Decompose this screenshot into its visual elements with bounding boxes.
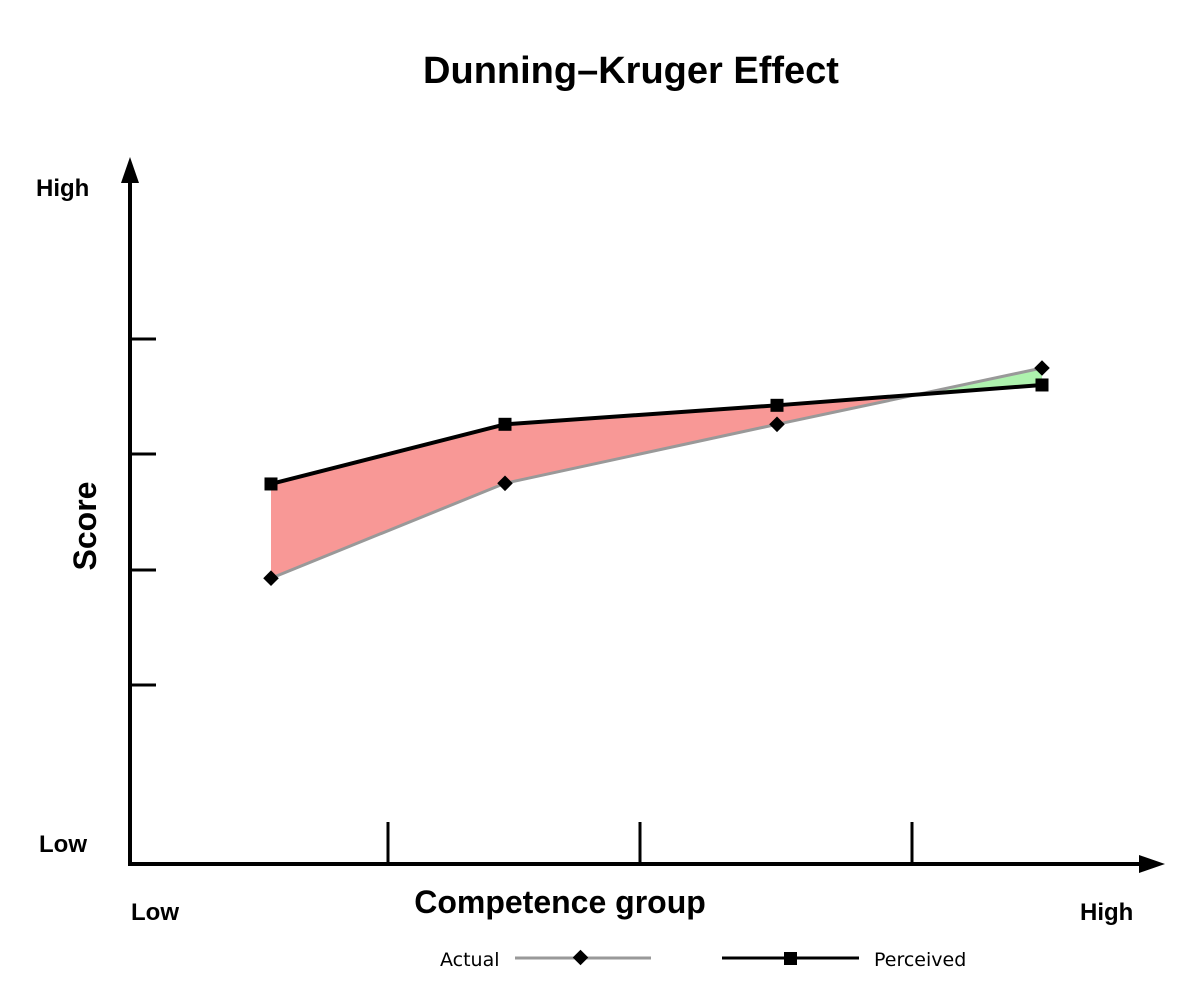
chart-title: Dunning–Kruger Effect (423, 50, 839, 92)
point-perceived (770, 398, 784, 412)
y-high-label: High (36, 175, 89, 202)
x-axis-label: Competence group (414, 884, 706, 920)
point-perceived (1035, 378, 1049, 392)
gap-fill (505, 405, 777, 484)
series-line-perceived (270, 382, 1043, 486)
x-low-label: Low (131, 899, 179, 926)
legend: Actual Perceived (440, 949, 966, 971)
y-axis-label: Score (67, 482, 103, 571)
point-perceived (498, 417, 512, 431)
legend-label-perceived: Perceived (874, 949, 966, 971)
series (263, 360, 1050, 586)
x-axis-arrow (1139, 855, 1165, 873)
point-perceived (264, 477, 278, 491)
gap-fill (271, 424, 505, 579)
y-low-label: Low (39, 831, 87, 858)
point-actual (1034, 360, 1050, 376)
gap-fills (271, 368, 1042, 579)
legend-marker-square (784, 952, 797, 965)
x-high-label: High (1080, 899, 1133, 926)
axes (121, 157, 1165, 873)
legend-marker-diamond (572, 949, 589, 966)
legend-label-actual: Actual (440, 949, 500, 971)
y-axis-arrow (121, 157, 139, 183)
